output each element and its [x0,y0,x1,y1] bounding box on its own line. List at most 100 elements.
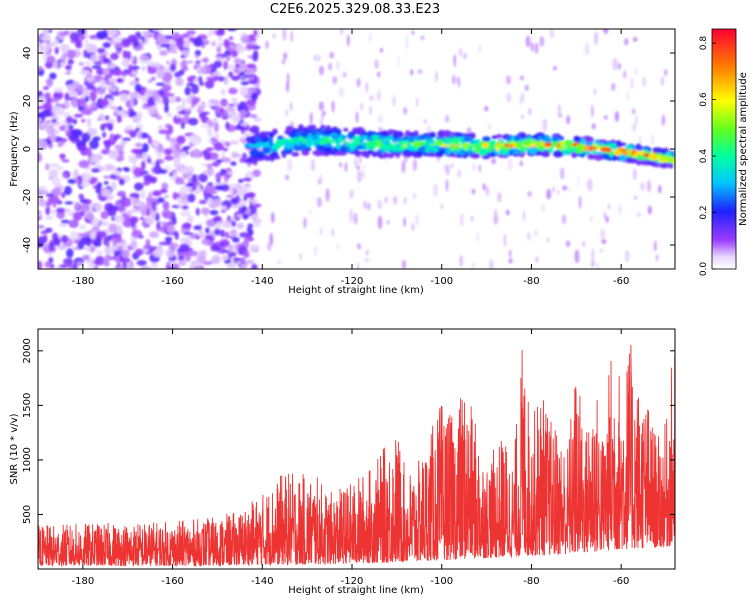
noise-blob [139,189,146,200]
streak-blob [526,231,531,241]
noise-blob [145,238,151,249]
noise-blob [226,219,233,223]
noise-blob [91,65,102,70]
ridge-blob [365,141,371,149]
noise-blob [63,30,70,36]
noise-blob [119,257,131,264]
ridge-blob [284,141,293,149]
noise-blob [180,54,186,59]
noise-blob [240,257,246,263]
ridge-blob [387,129,394,136]
noise-blob [86,128,98,136]
ridge-blob [446,147,451,156]
noise-blob [79,97,86,107]
ridge-blob [471,144,476,148]
noise-blob [175,77,184,87]
noise-blob [69,90,78,98]
noise-blob [88,204,97,208]
noise-blob [129,208,137,213]
noise-blob [86,117,92,128]
noise-blob [207,197,213,205]
noise-blob [247,55,254,59]
streak-blob [318,54,321,62]
streak-blob [565,115,571,125]
ridge-blob [544,137,552,143]
noise-blob [181,97,187,108]
spectrogram-frame [37,28,676,270]
ridge-blob [628,149,634,154]
streak-blob [363,164,366,170]
noise-blob [93,241,102,247]
streak-blob [310,158,316,172]
streak-blob [612,57,618,71]
noise-blob [212,217,221,222]
ridge-blob [528,147,538,155]
noise-blob [188,117,199,126]
streak-blob [365,251,369,256]
streak-blob [527,191,532,198]
streak-blob [402,106,408,115]
noise-blob [180,151,187,159]
noise-blob [151,76,156,81]
noise-blob [191,174,197,184]
noise-blob [217,35,223,42]
noise-blob [203,150,212,161]
colorbar-tick-label: 0.4 [699,149,709,164]
noise-blob [90,53,98,63]
spectrogram-axes: -180 -160 -140 -120 -100 -80 -60 -40 -20 0 20 40 [22,29,675,287]
ridge-blob [478,148,488,156]
noise-blob [108,77,117,83]
noise-blob [104,115,110,121]
noise-blob [109,173,117,180]
noise-blob [220,220,229,225]
ridge-blob [354,150,362,155]
colorbar: 0.0 0.2 0.4 0.6 0.8 Normalized spectral ampl… [699,28,749,276]
snr-panel: -180 -160 -140 -120 -100 -80 -60 500 1000 1500 200… [9,328,676,596]
noise-blob [181,38,191,49]
streak-blob [635,114,638,127]
streak-blob [356,243,362,250]
ridge-blob [625,144,633,150]
streak-blob [335,59,340,71]
ridge-blob [303,126,308,133]
noise-blob [56,244,67,250]
noise-blob [112,37,122,43]
ridge-blob [470,140,476,145]
noise-blob [211,198,223,207]
noise-blob [162,95,167,104]
ridge-blob [348,141,358,148]
noise-blob [196,266,202,269]
noise-blob [159,43,171,48]
noise-blob [240,34,250,44]
noise-blob [49,72,57,80]
noise-blob [235,195,241,204]
streak-blob [376,90,382,102]
noise-blob [120,38,131,48]
streak-blob [319,227,323,237]
streak-blob [331,228,335,237]
noise-blob [253,29,258,37]
streak-blob [354,156,358,168]
noise-blob [177,197,183,208]
streak-blob [655,254,659,262]
noise-blob [128,198,139,202]
ridge-blob [430,145,436,153]
noise-blob [175,114,182,119]
y-tick-label: 20 [22,95,33,108]
streak-blob [664,68,668,77]
noise-blob [86,247,92,251]
noise-blob [204,184,216,193]
noise-blob [178,255,185,262]
noise-blob [38,43,44,48]
streak-blob [574,249,580,264]
noise-blob [232,237,240,243]
streak-blob [505,75,512,85]
noise-blob [60,61,66,68]
noise-blob [237,258,242,262]
streak-blob [329,51,334,59]
ridge-blob [526,137,532,143]
ridge-blob [606,143,617,148]
noise-blob [49,195,60,203]
noise-blob [114,42,122,49]
noise-blob [104,253,110,263]
